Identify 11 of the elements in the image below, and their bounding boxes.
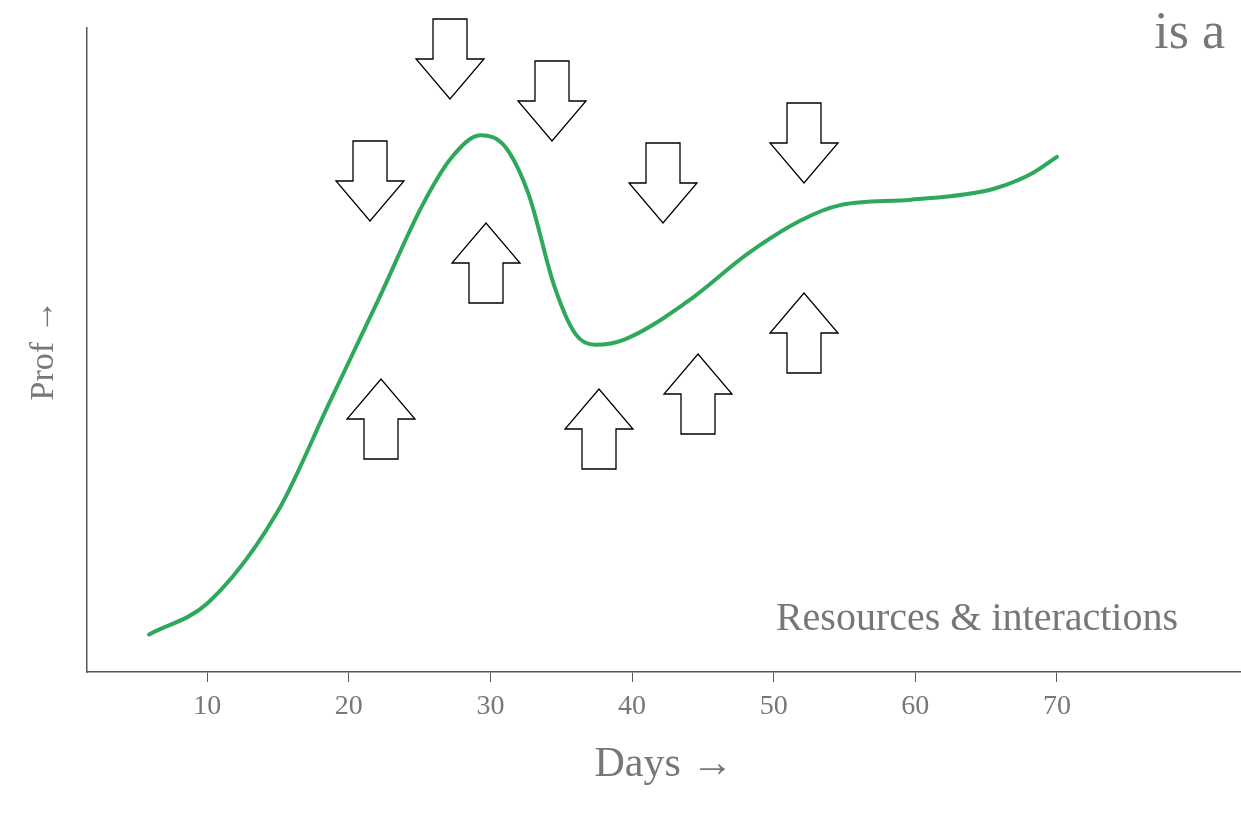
x-tick-label: 70: [1042, 689, 1071, 721]
x-tick-label: 30: [476, 689, 505, 721]
x-tick-label: 10: [193, 689, 222, 721]
x-tick-label: 50: [759, 689, 788, 721]
annotation: Resources & interactions: [775, 594, 1178, 639]
x-tick-label: 20: [334, 689, 363, 721]
x-tick-label: 60: [901, 689, 930, 721]
y-axis-title: Prof →: [23, 299, 61, 401]
x-axis-title: Days →: [594, 738, 734, 785]
x-tick-label: 40: [618, 689, 647, 721]
text: is a: [1154, 2, 1225, 59]
